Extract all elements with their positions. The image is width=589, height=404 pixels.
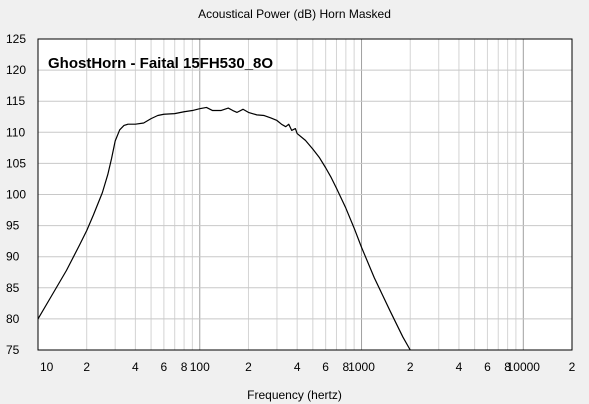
x-axis-label: Frequency (hertz) [247,388,342,402]
x-tick-label: 2 [407,360,414,374]
x-tick-label: 10000 [507,360,541,374]
chart-overlay-label: GhostHorn - Faital 15FH530_8O [48,55,273,72]
y-tick-label: 125 [6,32,26,46]
x-tick-label: 6 [322,360,329,374]
y-tick-label: 115 [6,94,25,108]
y-tick-label: 120 [6,63,26,77]
x-tick-label: 6 [484,360,491,374]
x-tick-label: 8 [343,360,350,374]
x-tick-label: 10 [40,360,54,374]
x-tick-label: 100 [190,360,210,374]
y-tick-label: 110 [6,125,25,139]
y-axis: 75 80 85 90 95 100 105 110 115 120 125 [6,32,26,357]
series-layer [37,106,411,351]
grid [38,39,572,350]
x-tick-label: 6 [161,360,168,374]
chart-title: Acoustical Power (dB) Horn Masked [198,7,391,21]
x-tick-label: 4 [294,360,301,374]
x-tick-label: 8 [181,360,188,374]
y-tick-label: 100 [6,188,26,202]
x-tick-label: 4 [132,360,139,374]
series-line [37,106,411,351]
x-tick-label: 2 [83,360,90,374]
x-tick-label: 2 [569,360,576,374]
x-tick-label: 2 [245,360,252,374]
x-tick-label: 1000 [348,360,375,374]
y-tick-label: 75 [6,343,20,357]
y-tick-label: 85 [6,281,20,295]
y-tick-label: 90 [6,250,20,264]
y-tick-label: 105 [6,156,26,170]
y-tick-label: 80 [6,312,20,326]
x-tick-label: 4 [456,360,463,374]
x-tick-label: 8 [504,360,511,374]
plot-border [37,38,573,351]
y-tick-label: 95 [6,219,20,233]
